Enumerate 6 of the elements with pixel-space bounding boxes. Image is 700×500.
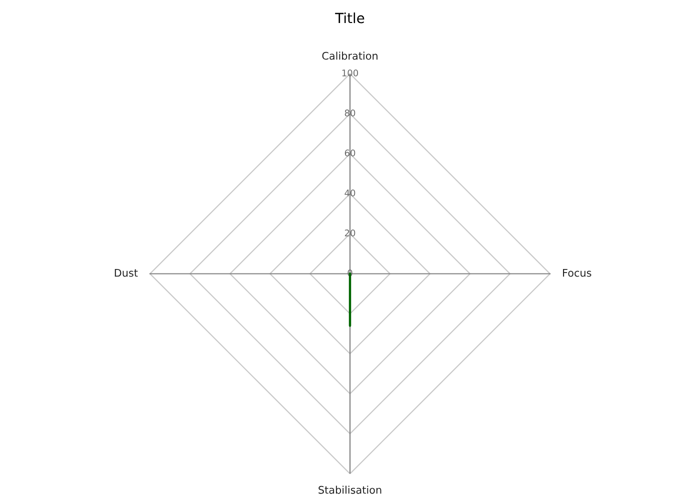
- spoke-label: Dust: [114, 269, 138, 277]
- spoke-label: Calibration: [322, 52, 378, 60]
- chart-title: Title: [335, 12, 364, 24]
- y-tick-label: 100: [342, 70, 358, 76]
- spoke-label: Focus: [563, 269, 592, 277]
- spoke-label: Stabilisation: [318, 486, 382, 494]
